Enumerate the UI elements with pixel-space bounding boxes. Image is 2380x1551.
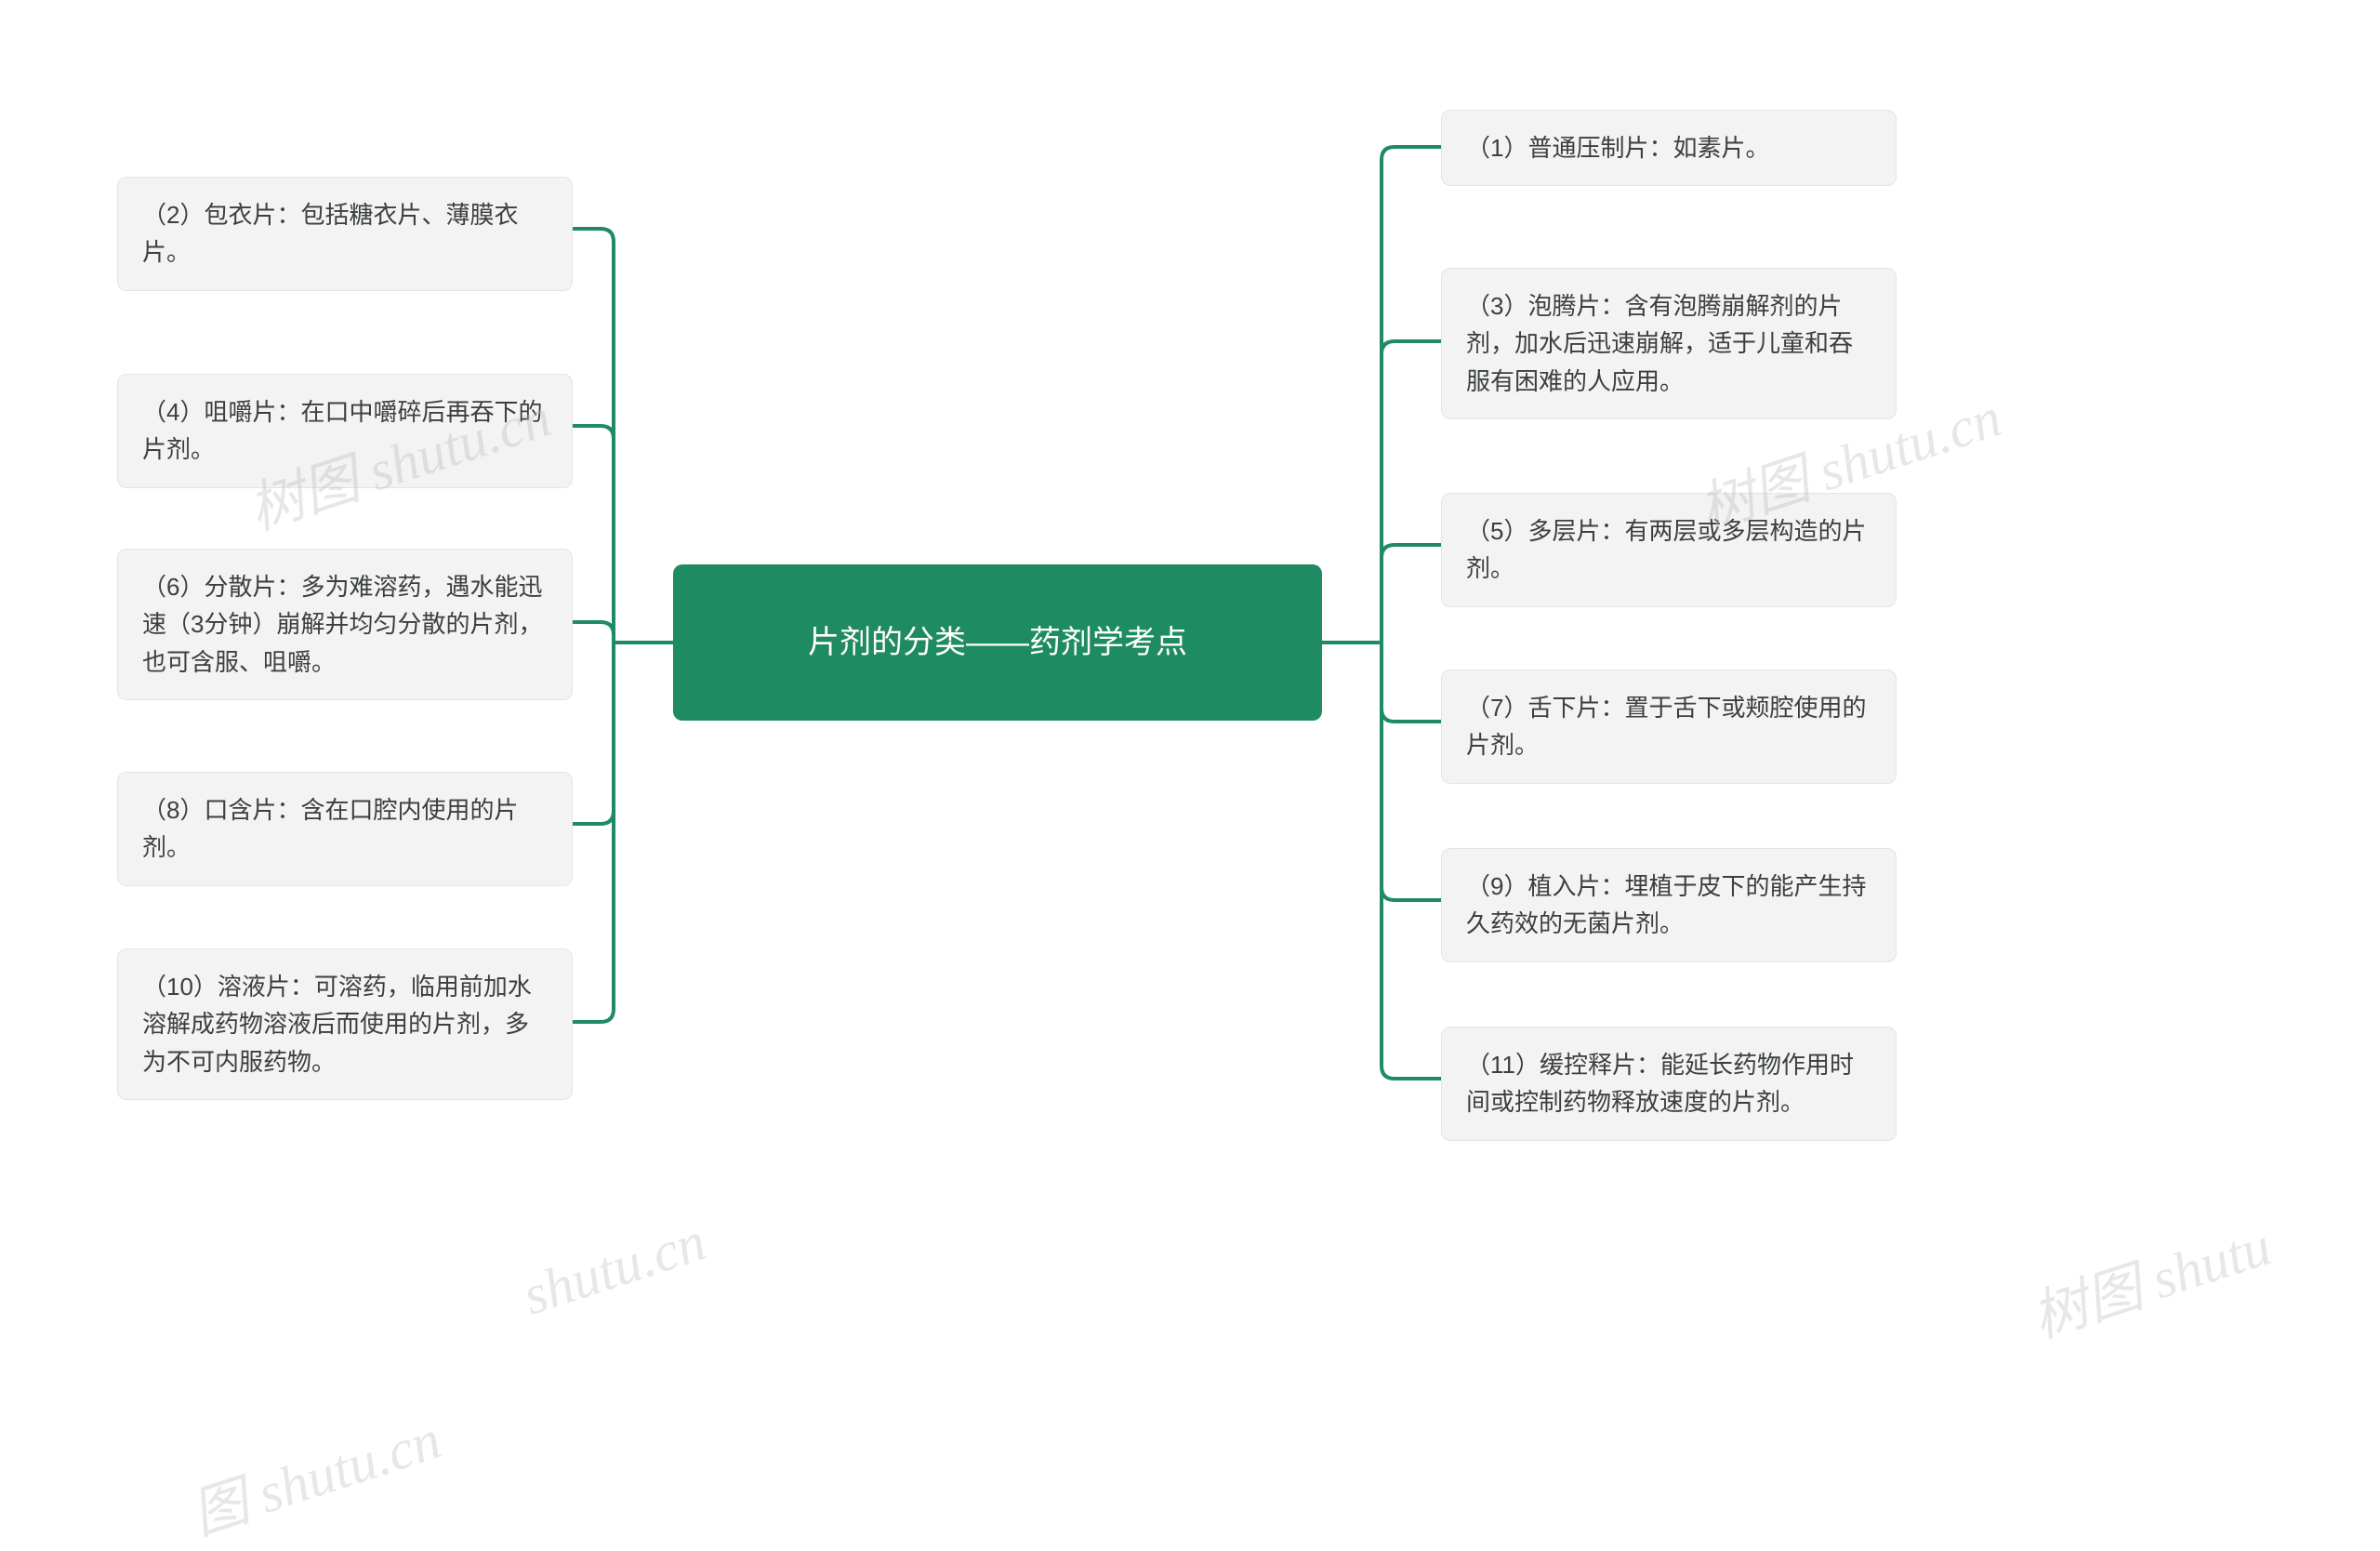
mindmap-canvas: 片剂的分类——药剂学考点 （2）包衣片：包括糖衣片、薄膜衣片。 （4）咀嚼片：在… — [0, 0, 2380, 1479]
leaf-text: （7）舌下片：置于舌下或颊腔使用的片剂。 — [1466, 694, 1866, 759]
leaf-10: （10）溶液片：可溶药，临用前加水溶解成药物溶液后而使用的片剂，多为不可内服药物… — [117, 948, 573, 1100]
leaf-text: （9）植入片：埋植于皮下的能产生持久药效的无菌片剂。 — [1466, 872, 1866, 937]
leaf-text: （1）普通压制片：如素片。 — [1466, 134, 1769, 162]
central-topic: 片剂的分类——药剂学考点 — [673, 564, 1322, 721]
leaf-6: （6）分散片：多为难溶药，遇水能迅速（3分钟）崩解并均匀分散的片剂，也可含服、咀… — [117, 549, 573, 700]
leaf-11: （11）缓控释片：能延长药物作用时间或控制药物释放速度的片剂。 — [1441, 1027, 1897, 1141]
leaf-5: （5）多层片：有两层或多层构造的片剂。 — [1441, 493, 1897, 607]
leaf-4: （4）咀嚼片：在口中嚼碎后再吞下的片剂。 — [117, 374, 573, 488]
watermark: 树图 shutu — [2020, 1200, 2280, 1354]
leaf-text: （5）多层片：有两层或多层构造的片剂。 — [1466, 517, 1866, 582]
leaf-text: （2）包衣片：包括糖衣片、薄膜衣片。 — [142, 201, 518, 266]
leaf-8: （8）口含片：含在口腔内使用的片剂。 — [117, 772, 573, 886]
watermark: shutu.cn — [515, 1210, 713, 1329]
leaf-3: （3）泡腾片：含有泡腾崩解剂的片剂，加水后迅速崩解，适于儿童和吞服有困难的人应用… — [1441, 268, 1897, 419]
leaf-text: （6）分散片：多为难溶药，遇水能迅速（3分钟）崩解并均匀分散的片剂，也可含服、咀… — [142, 573, 542, 676]
leaf-1: （1）普通压制片：如素片。 — [1441, 110, 1897, 186]
leaf-text: （4）咀嚼片：在口中嚼碎后再吞下的片剂。 — [142, 398, 542, 463]
watermark: 图 shutu.cn — [179, 1394, 449, 1550]
central-topic-text: 片剂的分类——药剂学考点 — [808, 619, 1187, 667]
leaf-text: （8）口含片：含在口腔内使用的片剂。 — [142, 796, 518, 861]
leaf-7: （7）舌下片：置于舌下或颊腔使用的片剂。 — [1441, 669, 1897, 784]
leaf-9: （9）植入片：埋植于皮下的能产生持久药效的无菌片剂。 — [1441, 848, 1897, 962]
leaf-2: （2）包衣片：包括糖衣片、薄膜衣片。 — [117, 177, 573, 291]
leaf-text: （10）溶液片：可溶药，临用前加水溶解成药物溶液后而使用的片剂，多为不可内服药物… — [142, 973, 532, 1076]
leaf-text: （11）缓控释片：能延长药物作用时间或控制药物释放速度的片剂。 — [1466, 1051, 1854, 1116]
leaf-text: （3）泡腾片：含有泡腾崩解剂的片剂，加水后迅速崩解，适于儿童和吞服有困难的人应用… — [1466, 292, 1853, 395]
